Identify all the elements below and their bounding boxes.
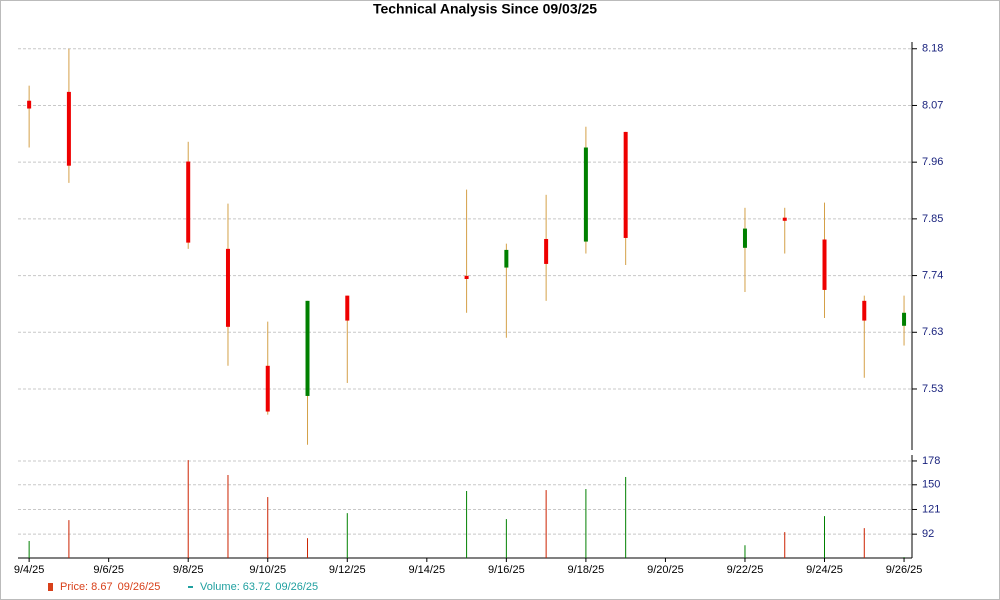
chart-title: Technical Analysis Since 09/03/25 — [373, 1, 597, 17]
x-tick-label: 9/18/25 — [568, 564, 605, 576]
x-tick-label: 9/26/25 — [886, 564, 923, 576]
x-tick-label: 9/14/25 — [408, 564, 445, 576]
candle-body — [464, 275, 469, 280]
candle-body — [225, 248, 230, 327]
candle-body — [27, 100, 32, 109]
candle-body — [822, 239, 827, 290]
legend-date: 09/26/25 — [275, 581, 318, 593]
candle-body — [544, 238, 549, 264]
candle-body — [186, 161, 191, 243]
y-tick-label: 7.63 — [922, 326, 943, 338]
x-tick-label: 9/12/25 — [329, 564, 366, 576]
volume-tick-label: 150 — [922, 479, 940, 491]
x-tick-label: 9/24/25 — [806, 564, 843, 576]
y-tick-label: 7.85 — [922, 213, 943, 225]
x-tick-label: 9/6/25 — [93, 564, 124, 576]
y-tick-label: 7.96 — [922, 156, 943, 168]
volume-tick-label: 92 — [922, 528, 934, 540]
legend-label: Volume: 63.72 — [200, 581, 270, 593]
x-tick-label: 9/16/25 — [488, 564, 525, 576]
legend-label: Price: 8.67 — [60, 581, 113, 593]
candle-body — [265, 365, 270, 412]
candle-body — [782, 217, 787, 221]
x-tick-label: 9/10/25 — [249, 564, 286, 576]
candle-body — [742, 228, 747, 248]
y-tick-label: 7.53 — [922, 383, 943, 395]
x-tick-label: 9/20/25 — [647, 564, 684, 576]
legend-date: 09/26/25 — [118, 581, 161, 593]
candle-body — [345, 295, 350, 321]
candle-body — [583, 147, 588, 242]
x-tick-label: 9/8/25 — [173, 564, 204, 576]
volume-tick-label: 178 — [922, 455, 940, 467]
candle-body — [623, 131, 628, 238]
y-tick-label: 8.18 — [922, 43, 943, 55]
candle-body — [902, 312, 907, 326]
x-tick-label: 9/22/25 — [727, 564, 764, 576]
candle-body — [305, 300, 310, 396]
candle-body — [862, 300, 867, 321]
x-tick-label: 9/4/25 — [14, 564, 45, 576]
volume-tick-label: 121 — [922, 503, 940, 515]
candle-body — [504, 249, 509, 268]
y-tick-label: 8.07 — [922, 99, 943, 111]
y-tick-label: 7.74 — [922, 269, 943, 281]
candle-body — [66, 91, 71, 166]
legend-swatch — [48, 583, 53, 591]
